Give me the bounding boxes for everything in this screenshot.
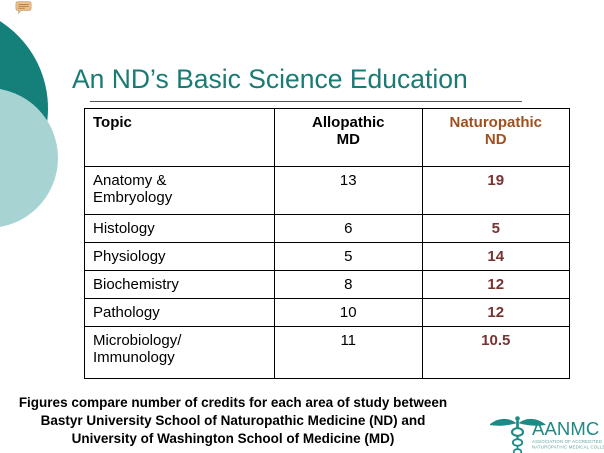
svg-text:NATUROPATHIC MEDICAL COLLEGES: NATUROPATHIC MEDICAL COLLEGES <box>532 445 604 450</box>
svg-text:ASSOCIATION OF ACCREDITED: ASSOCIATION OF ACCREDITED <box>532 439 602 444</box>
svg-text:AANMC: AANMC <box>532 418 599 439</box>
